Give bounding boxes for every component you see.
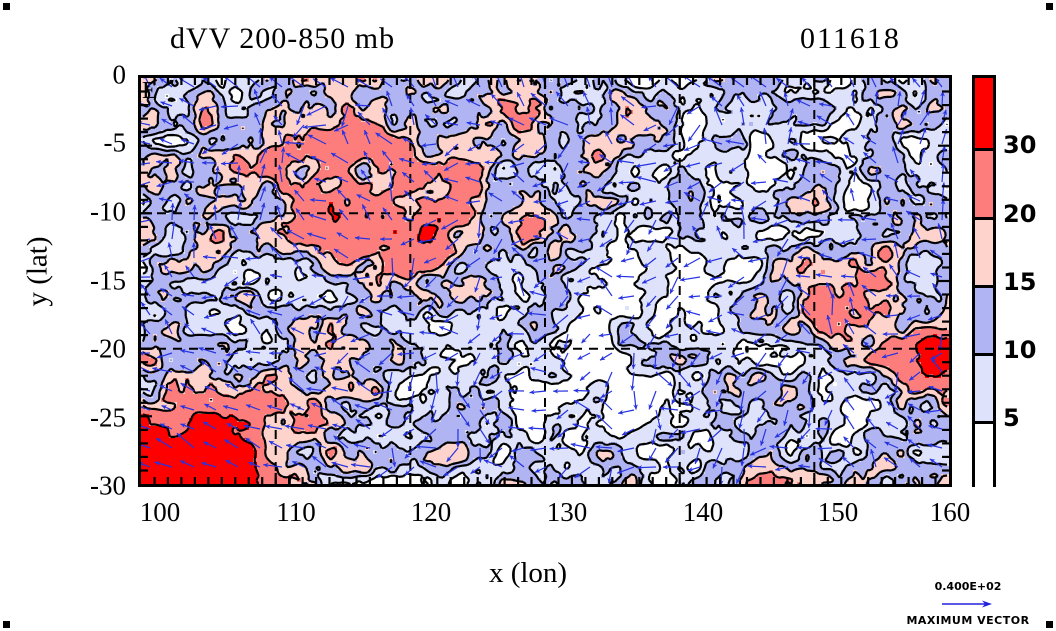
x-tick-140: 140 — [682, 497, 724, 527]
y-tick-0: 0 — [112, 59, 127, 90]
colorbar-label-30: 30 — [1003, 131, 1037, 159]
vector-key-caption: MAXIMUM VECTOR — [906, 614, 1030, 627]
y-tick-m10: -10 — [90, 196, 126, 227]
registration-mark-bottom-right — [1046, 621, 1053, 628]
colorbar-label-20: 20 — [1003, 200, 1037, 228]
x-tick-110: 110 — [276, 497, 316, 527]
contour-plot-area[interactable]: E — [138, 75, 952, 487]
contour-corner-label: E — [142, 78, 157, 104]
plot-timestamp: 011618 — [800, 22, 901, 55]
plot-title: dVV 200-850 mb — [170, 22, 396, 55]
x-tick-100: 100 — [139, 497, 181, 527]
colorbar[interactable] — [972, 75, 996, 490]
colorbar-band-below-5 — [975, 421, 993, 490]
colorbar-band-20-to-30 — [975, 148, 993, 217]
y-tick-m25: -25 — [90, 402, 126, 433]
colorbar-band-10-to-15 — [975, 285, 993, 353]
y-tick-m5: -5 — [103, 127, 127, 158]
colorbar-band-5-to-10 — [975, 353, 993, 421]
vector-key: 0.400E+02 MAXIMUM VECTOR — [893, 580, 1043, 627]
registration-mark-top-right — [1046, 3, 1053, 10]
x-tick-150: 150 — [817, 497, 859, 527]
colorbar-label-5: 5 — [1003, 404, 1020, 432]
x-tick-130: 130 — [546, 497, 588, 527]
y-tick-m15: -15 — [90, 265, 126, 296]
y-tick-m30: -30 — [90, 470, 126, 501]
colorbar-label-15: 15 — [1003, 268, 1037, 296]
x-tick-160: 160 — [929, 497, 971, 527]
colorbar-band-above-30 — [975, 78, 993, 148]
x-axis-title: x (lon) — [488, 557, 568, 589]
vector-key-value: 0.400E+02 — [934, 580, 1002, 593]
vector-key-arrow-icon — [893, 594, 1043, 613]
registration-mark-top-left — [3, 3, 10, 10]
colorbar-band-15-to-20 — [975, 217, 993, 285]
y-tick-m20: -20 — [90, 333, 126, 364]
contour-vector-field — [141, 78, 949, 484]
registration-mark-bottom-left — [3, 621, 10, 628]
x-tick-120: 120 — [410, 497, 452, 527]
y-axis-title: y (lat) — [21, 236, 54, 307]
colorbar-label-10: 10 — [1003, 336, 1037, 364]
